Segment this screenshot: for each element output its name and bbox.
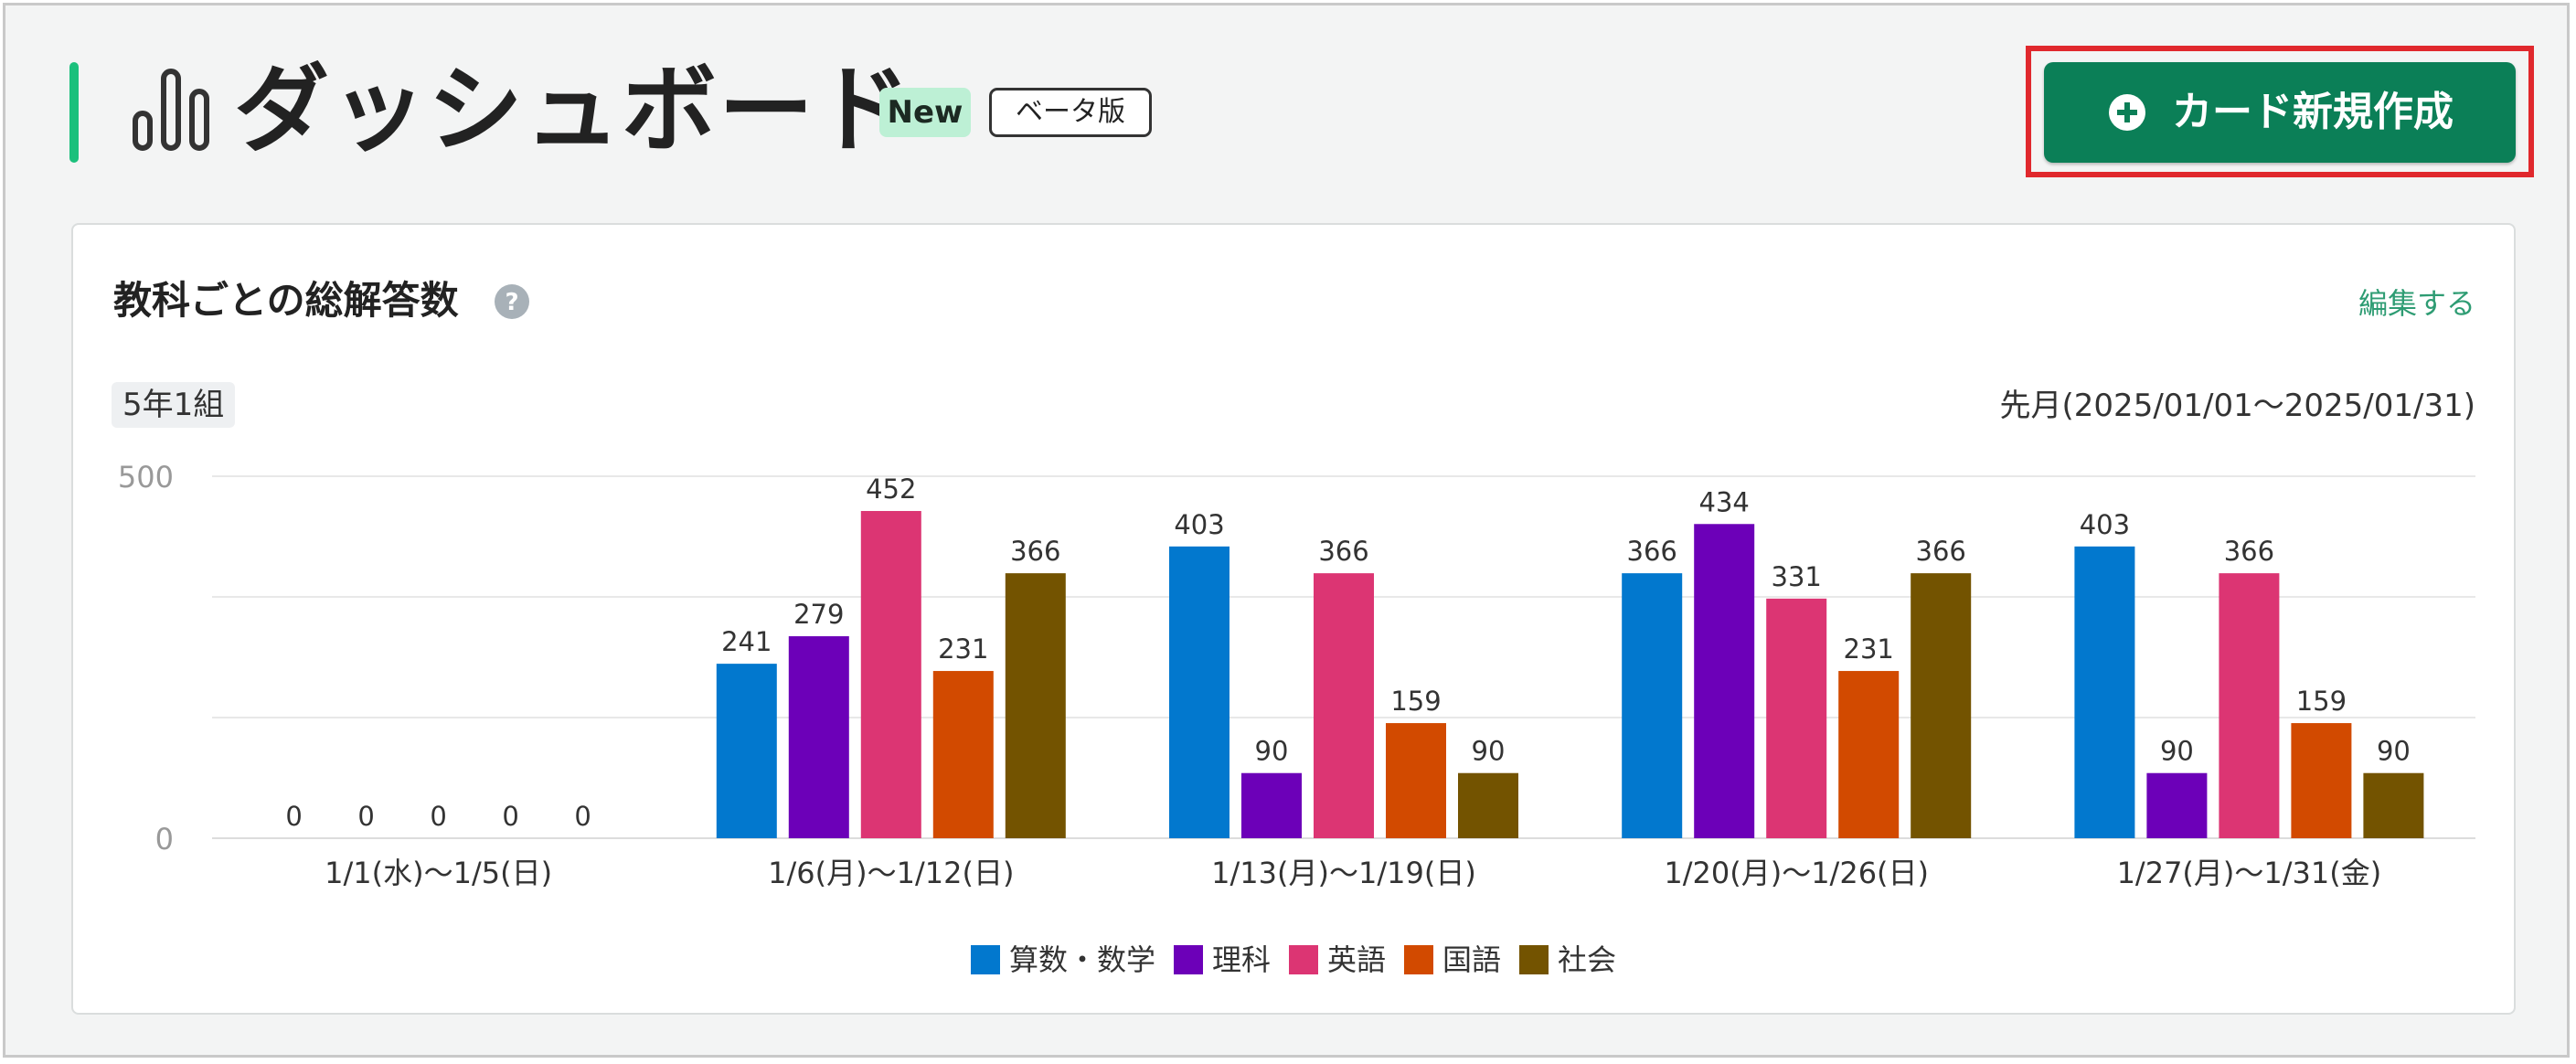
legend-label: 社会 [1558, 942, 1617, 977]
bar[interactable] [2219, 573, 2280, 838]
bar[interactable] [1694, 524, 1755, 838]
bar-value-label: 0 [357, 801, 374, 832]
bar-value-label: 90 [1472, 736, 1506, 767]
bar-value-label: 0 [285, 801, 302, 832]
bar-value-label: 331 [1772, 561, 1822, 592]
bar-value-label: 366 [2224, 536, 2274, 567]
chart-card: 教科ごとの総解答数 ? 編集する 5年1組 先月(2025/01/01～2025… [71, 223, 2516, 1015]
page-title: ダッシュボード [234, 54, 913, 165]
chart-legend: 算数・数学 理科 英語 国語 社会 [73, 942, 2514, 978]
new-badge: New [879, 88, 971, 137]
beta-badge: ベータ版 [989, 88, 1152, 137]
bar-value-label: 0 [502, 801, 518, 832]
bar[interactable] [2146, 772, 2208, 838]
bar-value-label: 279 [793, 599, 844, 630]
y-tick-label: 500 [118, 460, 174, 495]
x-tick-label: 1/20(月)～1/26(日) [1664, 856, 1929, 890]
bar[interactable] [932, 671, 994, 838]
bar-value-label: 0 [574, 801, 591, 832]
bar[interactable] [716, 664, 777, 838]
bar-chart: 500 0 0 0 0 0 0 1/1(水)～1/5(日) 241 279 452 231 366 1/6… [118, 460, 2475, 890]
bar-chart-icon [133, 69, 209, 151]
dashboard-frame: ダッシュボード New ベータ版 カード新規作成 教科ごとの総解答数 ? 編集す… [3, 3, 2570, 1058]
bar-value-label: 159 [1390, 686, 1441, 717]
bar[interactable] [1766, 598, 1827, 838]
legend-item[interactable]: 国語 [1404, 942, 1501, 978]
bar-value-label: 231 [938, 633, 988, 665]
edit-link[interactable]: 編集する [2358, 286, 2475, 321]
bar[interactable] [1241, 772, 1302, 838]
x-tick-label: 1/6(月)～1/12(日) [768, 856, 1014, 890]
bar[interactable] [2074, 546, 2135, 838]
bar-value-label: 452 [866, 473, 916, 505]
legend-swatch [1404, 945, 1433, 974]
bar-value-label: 366 [1627, 536, 1677, 567]
bar[interactable] [1169, 546, 1229, 838]
bar-value-label: 90 [2160, 736, 2194, 767]
bar-value-label: 434 [1699, 486, 1750, 517]
title-accent-bar [69, 62, 79, 163]
legend-swatch [1173, 945, 1203, 974]
bar[interactable] [1838, 671, 1900, 838]
bar-value-label: 366 [1318, 536, 1368, 567]
legend-label: 国語 [1442, 942, 1502, 977]
create-card-label: カード新規作成 [2172, 89, 2454, 135]
x-tick-label: 1/13(月)～1/19(日) [1211, 856, 1476, 890]
x-tick-label: 1/1(水)～1/5(日) [325, 856, 552, 890]
bar[interactable] [1622, 573, 1683, 838]
bar-value-label: 403 [1174, 509, 1224, 540]
legend-label: 理科 [1211, 942, 1271, 977]
bar-value-label: 403 [2080, 509, 2130, 540]
legend-item[interactable]: 理科 [1173, 942, 1271, 978]
plus-circle-icon [2109, 94, 2145, 131]
legend-swatch [1519, 945, 1549, 974]
bar-value-label: 159 [2296, 686, 2347, 717]
legend-label: 英語 [1326, 942, 1386, 977]
svg-text:?: ? [505, 289, 518, 316]
highlight-box [2026, 46, 2534, 177]
bar[interactable] [2291, 723, 2352, 838]
bar[interactable] [2363, 772, 2424, 838]
bar-value-label: 231 [1844, 633, 1894, 665]
bar[interactable] [1911, 573, 1972, 838]
bar[interactable] [788, 636, 849, 838]
bar-value-label: 366 [1916, 536, 1966, 567]
bar[interactable] [1458, 772, 1518, 838]
bar-value-label: 366 [1010, 536, 1060, 567]
x-tick-label: 1/27(月)～1/31(金) [2117, 856, 2382, 890]
legend-label: 算数・数学 [1008, 942, 1155, 977]
legend-item[interactable]: 社会 [1519, 942, 1616, 978]
question-circle-icon[interactable]: ? [494, 283, 530, 320]
bar[interactable] [1314, 573, 1374, 838]
period-label: 先月(2025/01/01～2025/01/31) [1999, 388, 2475, 424]
legend-item[interactable]: 英語 [1288, 942, 1386, 978]
bar-value-label: 241 [721, 626, 772, 657]
card-title: 教科ごとの総解答数 [113, 278, 459, 323]
bar[interactable] [1386, 723, 1446, 838]
create-card-button[interactable]: カード新規作成 [2044, 62, 2516, 163]
bar[interactable] [860, 511, 921, 838]
bar-value-label: 0 [430, 801, 446, 832]
bar-value-label: 90 [1255, 736, 1289, 767]
legend-swatch [970, 945, 1000, 974]
class-badge: 5年1組 [112, 382, 236, 428]
legend-item[interactable]: 算数・数学 [970, 942, 1155, 978]
bar-value-label: 90 [2377, 736, 2411, 767]
legend-swatch [1288, 945, 1318, 974]
y-tick-label: 0 [155, 822, 174, 857]
bar[interactable] [1005, 573, 1066, 838]
